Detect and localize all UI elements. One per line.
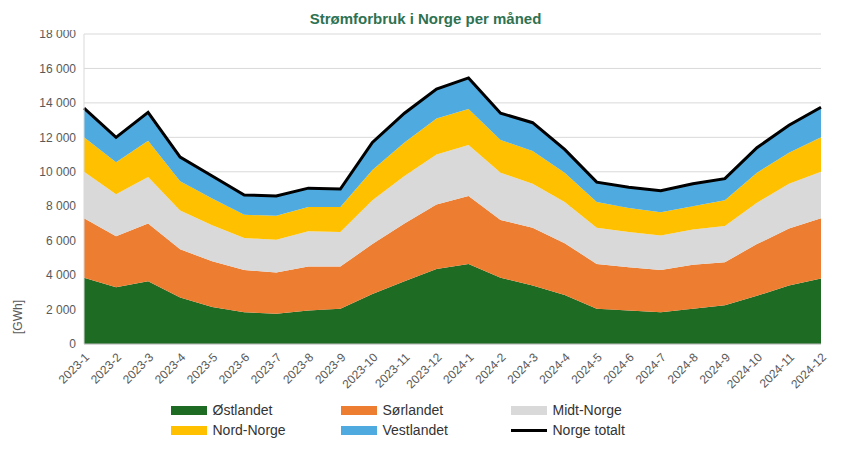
- svg-text:2024-6: 2024-6: [601, 350, 638, 387]
- svg-text:2024-11: 2024-11: [756, 350, 798, 391]
- svg-text:2024-7: 2024-7: [633, 350, 670, 387]
- svg-text:2023-4: 2023-4: [152, 350, 189, 387]
- svg-text:2023-12: 2023-12: [404, 350, 445, 391]
- svg-text:2024-3: 2024-3: [504, 350, 541, 387]
- html-text:Vestlandet: Vestlandet: [382, 422, 448, 438]
- svg-text:2023-11: 2023-11: [372, 350, 413, 391]
- svg-text:2023-7: 2023-7: [248, 350, 285, 387]
- html-text:Midt-Norge: Midt-Norge: [552, 402, 622, 418]
- svg-text:8 000: 8 000: [46, 199, 76, 213]
- svg-text:2 000: 2 000: [46, 303, 76, 317]
- svg-text:0: 0: [69, 337, 76, 351]
- svg-text:2023-9: 2023-9: [312, 350, 349, 387]
- svg-text:2023-2: 2023-2: [88, 350, 125, 387]
- svg-text:2024-4: 2024-4: [536, 350, 573, 387]
- svg-text:4 000: 4 000: [46, 268, 76, 282]
- svg-text:10 000: 10 000: [39, 165, 76, 179]
- svg-text:2024-12: 2024-12: [788, 350, 829, 391]
- svg-text:14 000: 14 000: [39, 96, 76, 110]
- html-text:Strømforbruk i Norge per måned: Strømforbruk i Norge per måned: [309, 10, 542, 27]
- html-text:Norge totalt: Norge totalt: [552, 422, 625, 438]
- html-text:Sørlandet: Sørlandet: [382, 402, 444, 418]
- svg-text:2023-3: 2023-3: [120, 350, 157, 387]
- svg-text:2023-5: 2023-5: [184, 350, 221, 387]
- svg-text:18 000: 18 000: [39, 30, 76, 41]
- svg-text:12 000: 12 000: [39, 131, 76, 145]
- svg-text:2023-1: 2023-1: [56, 350, 93, 387]
- html-text:Østlandet: Østlandet: [212, 402, 273, 418]
- svg-text:6 000: 6 000: [46, 234, 76, 248]
- svg-text:2023-10: 2023-10: [339, 350, 380, 391]
- svg-text:2024-9: 2024-9: [696, 350, 733, 387]
- svg-text:2023-8: 2023-8: [280, 350, 317, 387]
- html-text:Nord-Norge: Nord-Norge: [212, 422, 286, 438]
- svg-text:2024-2: 2024-2: [472, 350, 509, 387]
- svg-text:[GWh]: [GWh]: [11, 300, 25, 334]
- svg-text:2024-10: 2024-10: [724, 350, 765, 391]
- svg-text:2024-1: 2024-1: [440, 350, 477, 387]
- svg-text:2023-6: 2023-6: [216, 350, 253, 387]
- svg-text:2024-8: 2024-8: [665, 350, 702, 387]
- svg-text:16 000: 16 000: [39, 62, 76, 76]
- svg-text:2024-5: 2024-5: [569, 350, 606, 387]
